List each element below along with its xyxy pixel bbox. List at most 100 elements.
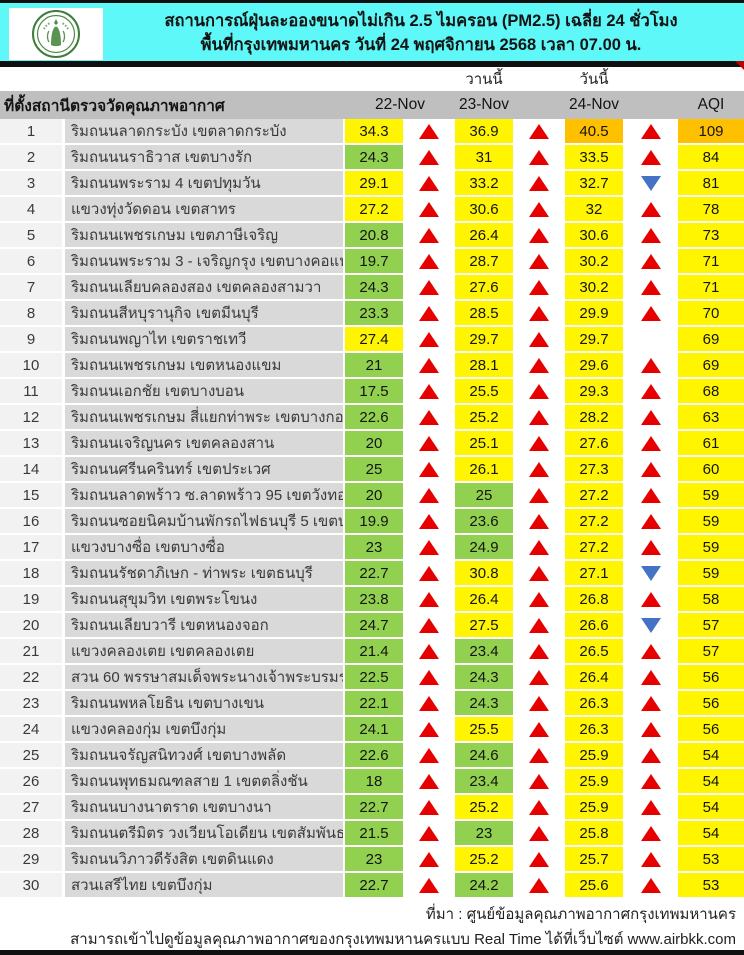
- trend-arrow-icon: [513, 483, 565, 509]
- table-row: 21 แขวงคลองเตย เขตคลองเตย 21.4 23.4 26.5…: [0, 639, 744, 665]
- aqi-value: 71: [678, 275, 744, 301]
- table-row: 9 ริมถนนพญาไท เขตราชเทวี 27.4 29.7 29.7 …: [0, 327, 744, 353]
- station-name: สวน 60 พรรษาสมเด็จพระนางเจ้าพระบรมราชินี…: [62, 665, 345, 691]
- value-22nov: 20.8: [345, 223, 403, 249]
- value-23nov: 26.4: [455, 223, 513, 249]
- station-name: ริมถนนพระราม 3 - เจริญกรุง เขตบางคอแหลม: [62, 249, 345, 275]
- aqi-value: 73: [678, 223, 744, 249]
- value-24nov: 26.4: [565, 665, 623, 691]
- value-24nov: 27.2: [565, 509, 623, 535]
- value-24nov: 25.6: [565, 873, 623, 899]
- value-22nov: 19.9: [345, 509, 403, 535]
- value-23nov: 24.3: [455, 665, 513, 691]
- trend-arrow-icon: [623, 275, 678, 301]
- trend-arrow-icon: [513, 353, 565, 379]
- value-24nov: 25.9: [565, 795, 623, 821]
- col-header-23nov: 23-Nov: [459, 96, 509, 113]
- station-name: ริมถนนเพชรเกษม สี่แยกท่าพระ เขตบางกอกใหญ…: [62, 405, 345, 431]
- aqi-value: 54: [678, 743, 744, 769]
- value-22nov: 22.7: [345, 795, 403, 821]
- value-23nov: 28.1: [455, 353, 513, 379]
- trend-arrow-icon: [403, 119, 455, 145]
- trend-arrow-icon: [403, 613, 455, 639]
- table-row: 8 ริมถนนสีหบุรานุกิจ เขตมีนบุรี 23.3 28.…: [0, 301, 744, 327]
- row-number: 4: [0, 197, 62, 223]
- value-24nov: 32: [565, 197, 623, 223]
- trend-arrow-icon: [403, 743, 455, 769]
- trend-arrow-icon: [513, 561, 565, 587]
- value-23nov: 27.5: [455, 613, 513, 639]
- value-24nov: 27.3: [565, 457, 623, 483]
- row-number: 14: [0, 457, 62, 483]
- value-23nov: 24.3: [455, 691, 513, 717]
- value-22nov: 24.1: [345, 717, 403, 743]
- value-24nov: 25.9: [565, 769, 623, 795]
- value-23nov: 23.4: [455, 639, 513, 665]
- trend-arrow-icon: [513, 535, 565, 561]
- table-row: 25 ริมถนนจรัญสนิทวงศ์ เขตบางพลัด 22.6 24…: [0, 743, 744, 769]
- trend-arrow-icon: [623, 587, 678, 613]
- aqi-value: 53: [678, 873, 744, 899]
- trend-arrow-icon: [623, 821, 678, 847]
- value-23nov: 31: [455, 145, 513, 171]
- trend-arrow-icon: [403, 431, 455, 457]
- trend-arrow-icon: [403, 223, 455, 249]
- value-23nov: 26.4: [455, 587, 513, 613]
- trend-arrow-icon: [403, 145, 455, 171]
- value-23nov: 24.9: [455, 535, 513, 561]
- yesterday-label: วานนี้: [465, 71, 503, 88]
- row-number: 21: [0, 639, 62, 665]
- station-name: สวนเสรีไทย เขตบึงกุ่ม: [62, 873, 345, 899]
- value-23nov: 25: [455, 483, 513, 509]
- trend-arrow-icon: [513, 873, 565, 899]
- table-row: 6 ริมถนนพระราม 3 - เจริญกรุง เขตบางคอแหล…: [0, 249, 744, 275]
- row-number: 11: [0, 379, 62, 405]
- trend-arrow-icon: [623, 197, 678, 223]
- trend-arrow-icon: [513, 509, 565, 535]
- trend-arrow-icon: [623, 249, 678, 275]
- value-23nov: 30.8: [455, 561, 513, 587]
- aqi-value: 59: [678, 561, 744, 587]
- station-name: ริมถนนเลียบคลองสอง เขตคลองสามวา: [62, 275, 345, 301]
- trend-arrow-icon: [513, 431, 565, 457]
- value-24nov: 25.8: [565, 821, 623, 847]
- aqi-value: 68: [678, 379, 744, 405]
- trend-arrow-icon: [623, 873, 678, 899]
- value-22nov: 29.1: [345, 171, 403, 197]
- value-23nov: 28.7: [455, 249, 513, 275]
- row-number: 18: [0, 561, 62, 587]
- trend-arrow-icon: [513, 665, 565, 691]
- aqi-value: 61: [678, 431, 744, 457]
- trend-arrow-icon: [403, 171, 455, 197]
- value-23nov: 25.1: [455, 431, 513, 457]
- aqi-value: 59: [678, 483, 744, 509]
- table-row: 18 ริมถนนรัชดาภิเษก - ท่าพระ เขตธนบุรี 2…: [0, 561, 744, 587]
- bma-seal-logo: [9, 8, 103, 60]
- trend-arrow-icon: [513, 379, 565, 405]
- trend-arrow-icon: [513, 457, 565, 483]
- value-23nov: 27.6: [455, 275, 513, 301]
- table-row: 11 ริมถนนเอกชัย เขตบางบอน 17.5 25.5 29.3…: [0, 379, 744, 405]
- value-23nov: 30.6: [455, 197, 513, 223]
- table-row: 2 ริมถนนนราธิวาส เขตบางรัก 24.3 31 33.5 …: [0, 145, 744, 171]
- row-number: 20: [0, 613, 62, 639]
- aqi-value: 59: [678, 535, 744, 561]
- value-23nov: 25.5: [455, 717, 513, 743]
- station-name: ริมถนนสีหบุรานุกิจ เขตมีนบุรี: [62, 301, 345, 327]
- value-22nov: 34.3: [345, 119, 403, 145]
- value-24nov: 29.3: [565, 379, 623, 405]
- value-24nov: 28.2: [565, 405, 623, 431]
- trend-arrow-icon: [513, 743, 565, 769]
- station-name: ริมถนนเอกชัย เขตบางบอน: [62, 379, 345, 405]
- row-number: 26: [0, 769, 62, 795]
- table-row: 16 ริมถนนซอยนิคมบ้านพักรถไฟธนบุรี 5 เขตบ…: [0, 509, 744, 535]
- table-row: 15 ริมถนนลาดพร้าว ซ.ลาดพร้าว 95 เขตวังทอ…: [0, 483, 744, 509]
- station-name: แขวงทุ่งวัดดอน เขตสาทร: [62, 197, 345, 223]
- value-23nov: 23.4: [455, 769, 513, 795]
- value-24nov: 30.6: [565, 223, 623, 249]
- value-23nov: 25.2: [455, 405, 513, 431]
- trend-arrow-icon: [623, 847, 678, 873]
- trend-arrow-icon: [403, 821, 455, 847]
- table-row: 10 ริมถนนเพชรเกษม เขตหนองแขม 21 28.1 29.…: [0, 353, 744, 379]
- value-22nov: 23.8: [345, 587, 403, 613]
